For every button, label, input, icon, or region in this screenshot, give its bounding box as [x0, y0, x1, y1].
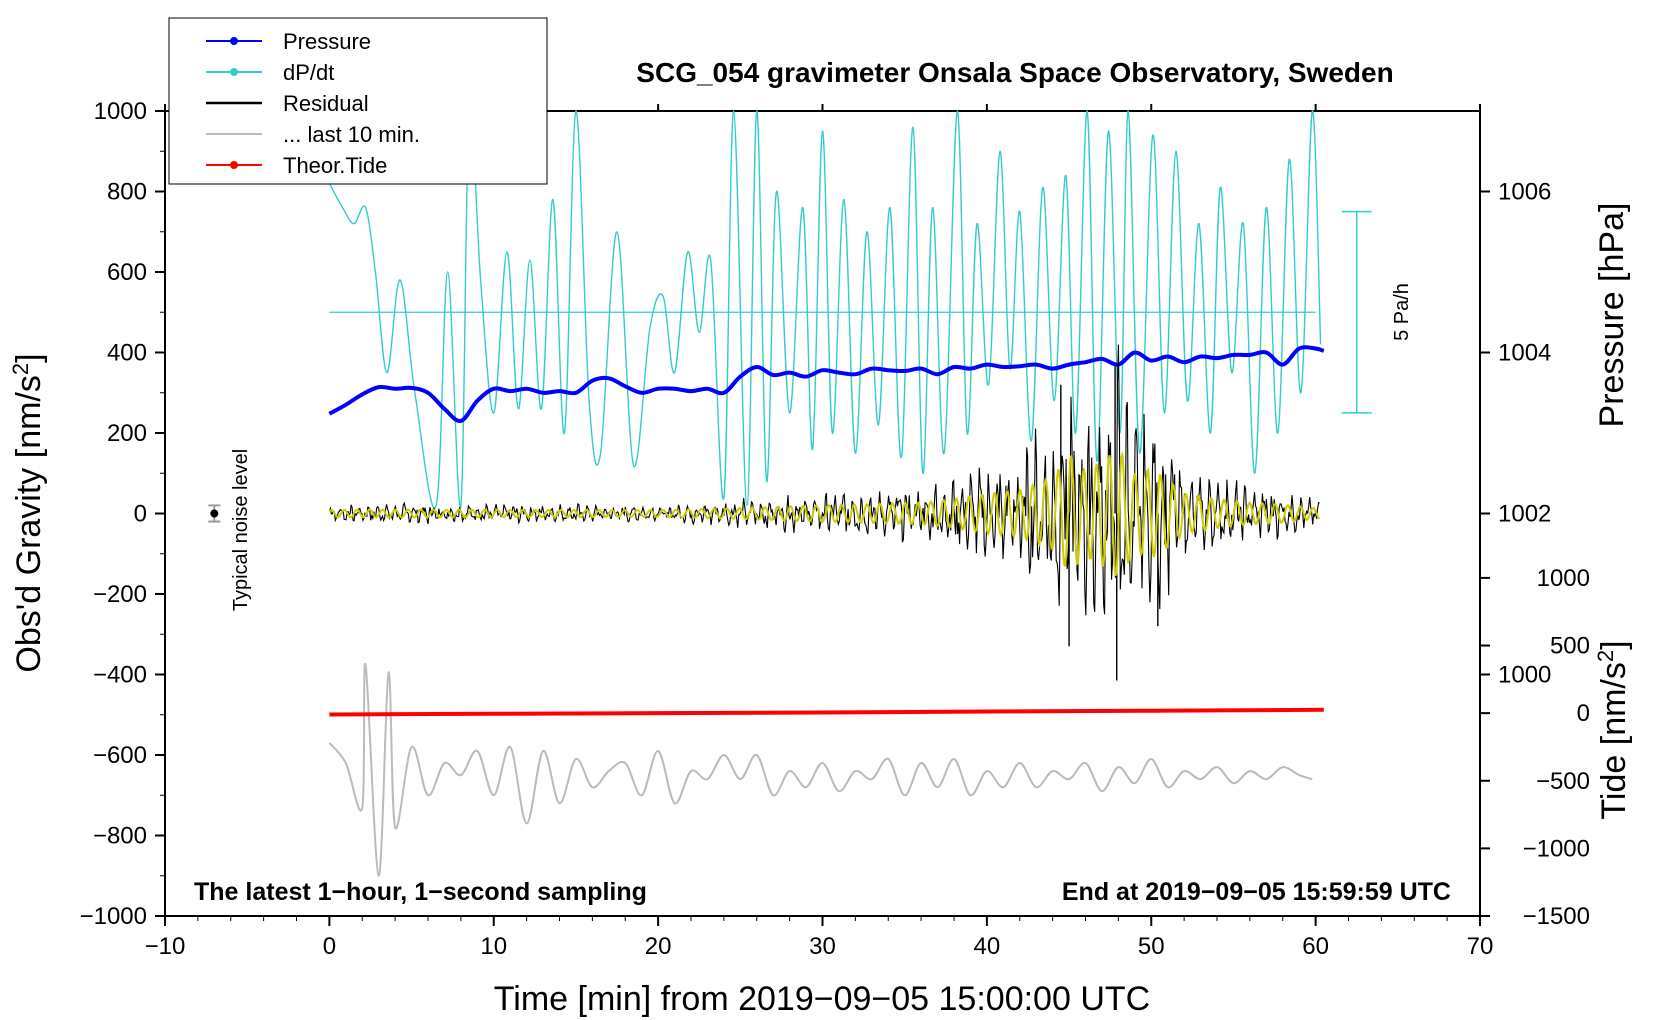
annotation-marks — [208, 210, 1372, 523]
y-tick-label-left-8: −600 — [93, 742, 147, 769]
y-axis-title-tide: Tide [nm/s2] — [1593, 640, 1633, 819]
y-tick-label-left-4: 200 — [107, 420, 147, 447]
legend-marker-0 — [230, 37, 238, 45]
legend-box — [168, 17, 548, 185]
legend-items: Pressure dP/dt Residual ... last 10 min. The… — [206, 29, 420, 178]
legend-label-0: Pressure — [283, 29, 371, 54]
x-tick-label-5: 40 — [974, 933, 1001, 960]
last10-series — [328, 663, 1313, 877]
end-time-note: End at 2019−09−05 15:59:59 UTC — [1062, 878, 1451, 906]
x-tick-label-6: 50 — [1138, 933, 1165, 960]
residual-series — [328, 344, 1321, 681]
y-tick-label-pressure-2: 1002 — [1498, 501, 1551, 528]
pressure-series — [328, 345, 1325, 423]
sampling-note: The latest 1−hour, 1−second sampling — [194, 878, 647, 906]
y-tick-label-tide-5: −1500 — [1523, 903, 1590, 930]
dpdt-line — [328, 104, 1322, 509]
y-tick-label-left-6: −200 — [93, 581, 147, 608]
x-tick-label-2: 10 — [480, 933, 507, 960]
legend-label-4: Theor.Tide — [283, 153, 387, 178]
chart-title: SCG_054 gravimeter Onsala Space Observat… — [636, 57, 1393, 88]
y-tick-label-left-0: 1000 — [94, 98, 147, 125]
pressure-line — [328, 345, 1325, 423]
noise-bar-point — [210, 509, 219, 518]
y-tick-label-left-1: 800 — [107, 179, 147, 206]
legend-label-1: dP/dt — [283, 60, 334, 85]
legend: Pressure dP/dt Residual ... last 10 min. The… — [168, 17, 548, 185]
y-tick-label-left-7: −400 — [93, 662, 147, 689]
x-tick-label-0: −10 — [145, 933, 186, 960]
y-tick-label-tide-3: −500 — [1536, 768, 1590, 795]
dpdt-series — [328, 104, 1322, 509]
y-tick-label-left-3: 400 — [107, 340, 147, 367]
y-tick-label-left-9: −800 — [93, 823, 147, 850]
legend-label-3: ... last 10 min. — [283, 122, 420, 147]
residual-smoothed-line — [328, 450, 1321, 577]
y-tick-label-pressure-3: 1000 — [1498, 662, 1551, 689]
y-tick-label-left-10: −1000 — [80, 903, 147, 930]
noise-level-label: Typical noise level — [230, 449, 252, 611]
x-tick-label-8: 70 — [1467, 933, 1494, 960]
y-tick-label-tide-4: −1000 — [1523, 835, 1590, 862]
x-tick-label-7: 60 — [1302, 933, 1329, 960]
y-tick-label-pressure-1: 1004 — [1498, 340, 1551, 367]
legend-label-2: Residual — [283, 91, 369, 116]
last10-line — [328, 663, 1313, 877]
x-axis-title: Time [min] from 2019−09−05 15:00:00 UTC — [494, 980, 1150, 1018]
legend-marker-1 — [230, 68, 238, 76]
y-tick-label-tide-1: 500 — [1550, 633, 1590, 660]
tide-line — [329, 707, 1324, 717]
axis-ticks: −10 0 10 20 30 40 50 60 70 1000 800 600 400 200 0 −200 −… — [80, 98, 1590, 960]
y-tick-label-left-2: 600 — [107, 259, 147, 286]
y-axis-title-pressure: Pressure [hPa] — [1593, 203, 1631, 428]
x-tick-label-4: 30 — [809, 933, 836, 960]
scale-bar-label: 5 Pa/h — [1391, 283, 1413, 341]
x-tick-label-1: 0 — [323, 933, 336, 960]
x-tick-label-3: 20 — [645, 933, 672, 960]
tide-series — [329, 707, 1324, 717]
y-tick-label-tide-2: 0 — [1577, 700, 1590, 727]
legend-marker-4 — [230, 161, 238, 169]
y-tick-label-pressure-0: 1006 — [1498, 179, 1551, 206]
y-tick-label-left-5: 0 — [134, 501, 147, 528]
y-tick-label-tide-0: 1000 — [1537, 565, 1590, 592]
y-axis-title-left: Obs'd Gravity [nm/s2] — [8, 353, 48, 672]
